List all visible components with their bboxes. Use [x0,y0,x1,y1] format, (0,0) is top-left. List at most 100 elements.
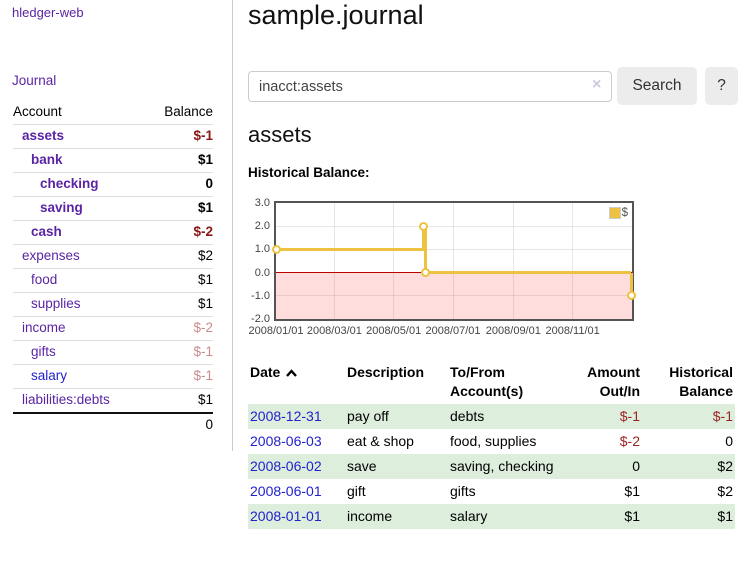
account-row: food $1 [13,268,213,293]
register-header-balance: Historical Balance [669,364,733,399]
transaction-balance: $-1 [712,408,733,424]
search-button[interactable]: Search [617,67,697,105]
sort-ascending-icon [286,369,298,377]
accounts-header-account: Account [13,104,62,119]
chart-point [419,221,429,231]
account-balance: $-2 [145,316,213,341]
account-name-cell: cash [13,220,146,245]
account-balance: $1 [145,292,213,317]
grid-line-horizontal [276,295,632,297]
chart-series-segment [425,271,632,275]
accounts-total-value: 0 [145,412,213,437]
transaction-date-link[interactable]: 2008-06-02 [250,458,322,474]
account-balance: $-1 [145,364,213,389]
transaction-date-link[interactable]: 2008-12-31 [250,408,322,424]
transaction-amount: $-2 [619,433,640,449]
transaction-balance: $1 [717,508,733,524]
axis-label-y: 0.0 [254,266,270,279]
account-link-expenses[interactable]: expenses [22,248,80,263]
register-table: Date Description To/From Account(s) Amou… [248,360,735,529]
axis-label-y: 2.0 [254,220,270,233]
accounts-total-row: 0 [13,412,213,437]
sidebar-item-journal[interactable]: Journal [12,73,57,88]
register-header-description: Description [347,364,425,380]
transaction-amount: 0 [632,458,640,474]
register-body: 2008-12-31 pay off debts $-1 $-1 2008-06-03 ea… [248,404,735,529]
axis-label-x: 2008/09/01 [485,325,541,337]
accounts-table: Account Balance assets $-1 bank $1 checking 0… [13,101,213,437]
account-name-cell: checking [13,172,146,197]
accounts-header-balance: Balance [164,104,213,119]
transaction-accounts: debts [450,408,485,424]
account-name-cell: gifts [13,340,146,365]
account-row: saving $1 [13,196,213,221]
account-row: assets $-1 [13,124,213,149]
account-balance: 0 [145,172,213,197]
accounts-body: assets $-1 bank $1 checking 0 saving $1 cash $-2 e… [13,124,213,413]
transaction-row: 2008-06-03 eat & shop food, supplies $-2 0 [248,429,735,454]
account-row: expenses $2 [13,244,213,269]
account-row: gifts $-1 [13,340,213,365]
transaction-accounts: gifts [450,483,476,499]
account-name-cell: saving [13,196,146,221]
account-link-salary[interactable]: salary [31,368,68,383]
search-input[interactable] [248,71,612,102]
account-link-food[interactable]: food [31,272,58,287]
account-link-liabilities-debts[interactable]: liabilities:debts [22,392,110,407]
account-link-bank[interactable]: bank [31,152,63,167]
account-name-cell: liabilities:debts [13,388,146,413]
grid-line-vertical [393,203,395,319]
transaction-date-link[interactable]: 2008-01-01 [250,508,322,524]
transaction-row: 2008-12-31 pay off debts $-1 $-1 [248,404,735,429]
transaction-date-link[interactable]: 2008-06-01 [250,483,322,499]
register-header-row: Date Description To/From Account(s) Amou… [248,360,735,404]
account-balance: $1 [145,148,213,173]
account-balance: $-1 [145,124,213,149]
account-link-cash[interactable]: cash [31,224,62,239]
balance-chart: $ 3.0 2.0 1.0 0.0 -1.0 -2.0 2008/01/01 2008/03/… [248,197,668,343]
account-link-income[interactable]: income [22,320,66,335]
axis-label-y: -2.0 [251,313,270,325]
chart-series-segment [424,226,428,273]
account-balance: $1 [145,388,213,413]
grid-line-vertical [452,203,454,319]
account-row: liabilities:debts $1 [13,388,213,413]
register-header-accounts: To/From Account(s) [450,364,524,399]
page-title: sample.journal [248,0,424,30]
date-header-label: Date [250,364,281,380]
account-balance: $1 [145,196,213,221]
clear-search-icon[interactable]: × [592,76,602,93]
transaction-description: save [347,458,377,474]
chart-point [421,268,431,278]
transaction-date-cell: 2008-06-02 [248,454,345,479]
transaction-description: income [347,508,393,524]
account-name-cell: expenses [13,244,146,269]
help-button[interactable]: ? [705,67,738,105]
account-link-saving[interactable]: saving [40,200,83,215]
account-link-checking[interactable]: checking [40,176,99,191]
transaction-date-cell: 2008-06-03 [248,429,345,454]
transaction-amount: $1 [624,483,640,499]
transaction-balance: $2 [717,483,733,499]
register-header-date[interactable]: Date [248,360,345,404]
axis-label-y: 1.0 [254,243,270,256]
grid-line-vertical [572,203,574,319]
axis-label-x: 2008/05/01 [366,325,422,337]
brand-link[interactable]: hledger-web [12,5,84,20]
transaction-date-link[interactable]: 2008-06-03 [250,433,322,449]
chart-series-segment [629,272,633,296]
grid-line-vertical [333,203,335,319]
transaction-balance: $2 [717,458,733,474]
account-balance: $2 [145,244,213,269]
chart-point [271,244,281,254]
transaction-amount: $1 [624,508,640,524]
account-row: salary $-1 [13,364,213,389]
account-balance: $1 [145,268,213,293]
account-link-gifts[interactable]: gifts [31,344,56,359]
account-name-cell: income [13,316,146,341]
transaction-date-cell: 2008-12-31 [248,404,345,429]
account-link-assets[interactable]: assets [22,128,65,143]
main-content: sample.journal × Search ? assets Histori… [248,0,738,582]
account-balance: $-1 [145,340,213,365]
account-link-supplies[interactable]: supplies [31,296,81,311]
